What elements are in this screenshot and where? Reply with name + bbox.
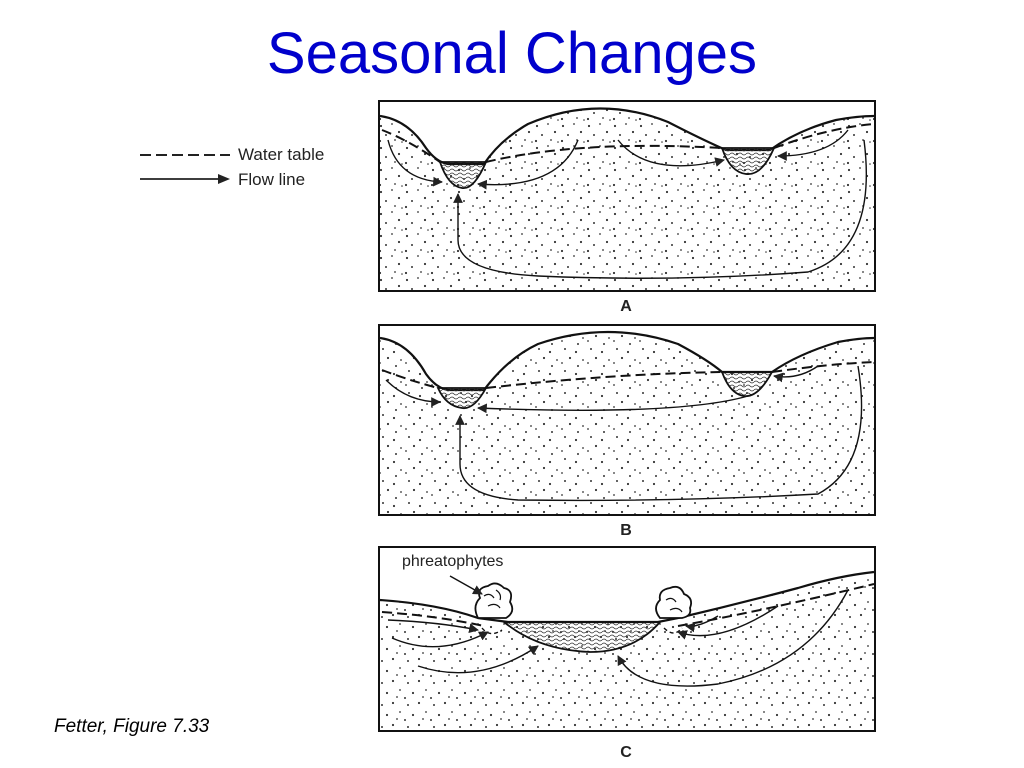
depression-right [663,627,683,634]
flow-line [617,139,725,167]
flow-line [477,395,749,414]
panel-b-diagram [378,324,876,516]
flow-line [385,379,441,407]
flow-line [617,589,849,687]
legend: Water table Flow line [138,142,358,194]
stream-right [720,371,774,397]
water-table [381,123,875,163]
panel-b-label: B [620,522,632,539]
panel-frame [378,546,876,732]
stream-left [436,387,488,410]
flow-line [777,129,849,161]
panel-c-label: C [620,744,632,761]
panel-c-diagram [378,546,876,732]
land-surface [379,107,875,166]
panel-a-label: A [620,298,632,315]
ground-fill [380,572,874,730]
phreatophytes-label: phreatophytes [402,553,504,570]
land-surface [379,570,875,624]
panel-frame [378,324,876,516]
flow-line-legend-arrowhead [218,174,230,184]
flow-line [387,139,443,187]
phreatophyte-left [474,582,514,619]
figure-citation: Fetter, Figure 7.33 [54,716,210,737]
flow-line-label: Flow line [238,170,306,189]
depression-left [481,627,503,635]
flow-line [477,139,579,190]
flow-line [453,139,867,279]
ground-fill [380,108,874,290]
ground-fill [380,332,874,514]
flow-line [391,631,489,648]
phreatophyte-right [655,585,693,619]
flow-line [387,619,479,634]
flow-line [417,645,539,674]
water-table-label: Water table [238,145,325,164]
stream-left [438,161,488,189]
lake [501,621,662,653]
flow-line [685,615,719,633]
flow-line [677,605,779,640]
flow-line [455,365,863,502]
flow-line [773,365,819,383]
land-surface [379,330,875,392]
legend-symbols [140,154,230,184]
panel-a-diagram [378,100,876,292]
panel-frame [378,100,876,292]
annotation-leader [449,575,483,595]
stream-right [720,147,776,175]
water-table [381,361,875,389]
slide-title: Seasonal Changes [266,21,758,86]
